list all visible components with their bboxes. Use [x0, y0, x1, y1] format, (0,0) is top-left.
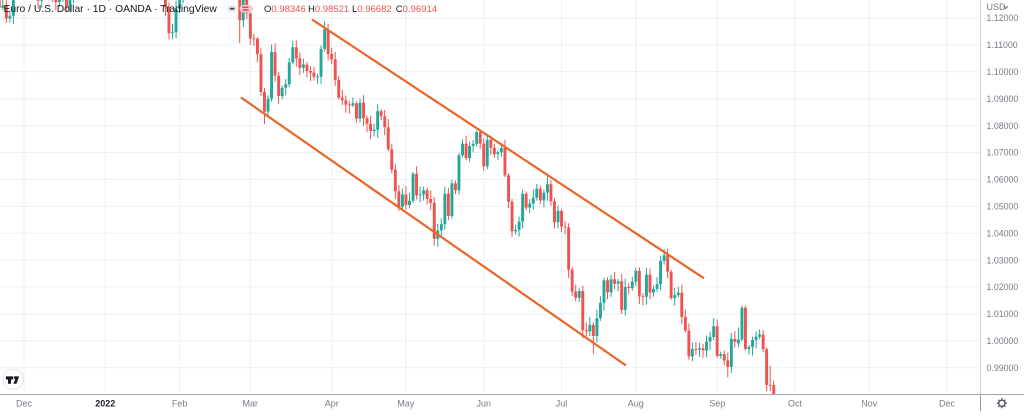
svg-text:H0.98521: H0.98521: [308, 4, 349, 15]
svg-text:1.03000: 1.03000: [987, 255, 1019, 265]
svg-text:1.01000: 1.01000: [987, 309, 1019, 319]
svg-text:1.10000: 1.10000: [987, 67, 1019, 77]
svg-text:1.11000: 1.11000: [987, 40, 1018, 50]
svg-text:Jul: Jul: [556, 399, 568, 409]
svg-text:L0.96682: L0.96682: [352, 4, 392, 15]
svg-text:1.12000: 1.12000: [987, 13, 1019, 23]
svg-text:0.99000: 0.99000: [987, 363, 1019, 373]
svg-text:O0.98346: O0.98346: [264, 4, 306, 15]
svg-text:1.09000: 1.09000: [987, 94, 1019, 104]
svg-text:Euro / U.S. Dollar · 1D · OAND: Euro / U.S. Dollar · 1D · OANDA · Tradin…: [4, 4, 218, 15]
svg-text:2022: 2022: [95, 399, 115, 409]
svg-text:USD: USD: [987, 2, 1007, 12]
svg-text:Apr: Apr: [325, 399, 339, 409]
svg-text:Jun: Jun: [476, 399, 491, 409]
svg-text:1.02000: 1.02000: [987, 282, 1019, 292]
svg-text:Sep: Sep: [709, 399, 725, 409]
svg-text:C0.96914: C0.96914: [396, 4, 437, 15]
svg-text:1.05000: 1.05000: [987, 202, 1019, 212]
svg-text:May: May: [397, 399, 415, 409]
svg-text:1.06000: 1.06000: [987, 175, 1019, 185]
svg-text:Feb: Feb: [172, 399, 188, 409]
svg-text:1.00000: 1.00000: [987, 336, 1019, 346]
svg-text:1.04000: 1.04000: [987, 228, 1019, 238]
svg-text:Aug: Aug: [628, 399, 644, 409]
svg-text:Mar: Mar: [243, 399, 259, 409]
svg-text:1.07000: 1.07000: [987, 148, 1019, 158]
svg-text:1.08000: 1.08000: [987, 121, 1019, 131]
svg-text:Oct: Oct: [788, 399, 803, 409]
svg-text:Dec: Dec: [939, 399, 956, 409]
svg-text:Nov: Nov: [861, 399, 878, 409]
svg-text:Dec: Dec: [16, 399, 33, 409]
